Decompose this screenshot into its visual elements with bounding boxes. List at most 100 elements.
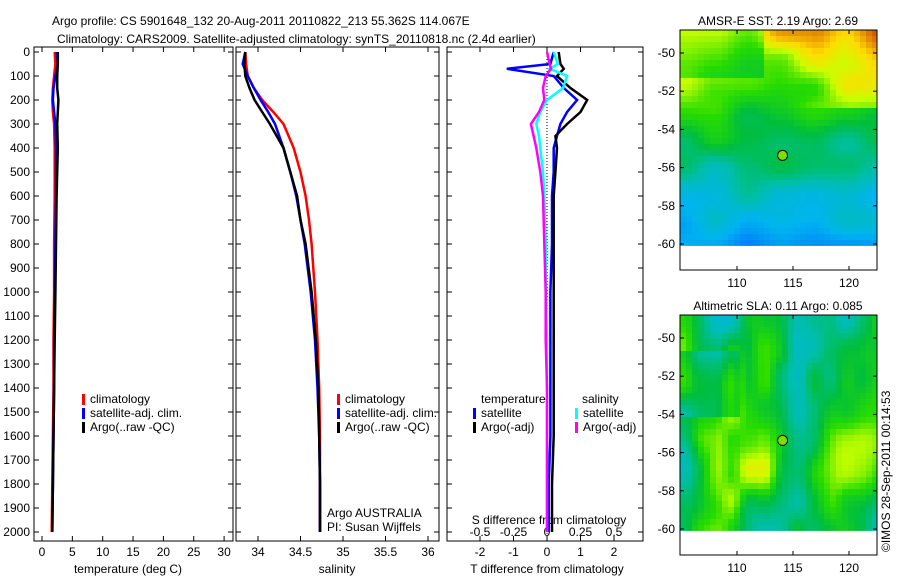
map-cell [848, 204, 854, 210]
map-cell [698, 204, 704, 210]
legend-swatch [575, 422, 578, 433]
map-cell [692, 327, 698, 333]
map-cell [866, 180, 872, 186]
map-cell [746, 192, 752, 198]
map-cell [794, 204, 800, 210]
map-cell [752, 150, 758, 156]
map-cell [776, 126, 782, 132]
map-cell [866, 351, 872, 357]
map-cell [860, 54, 866, 60]
map-cell [794, 90, 800, 96]
x-tick-label: 25 [187, 545, 201, 559]
map-cell [842, 108, 848, 114]
map-cell [854, 90, 860, 96]
map-cell [812, 519, 818, 525]
map-cell [818, 399, 824, 405]
map-cell [698, 132, 704, 138]
map-cell [830, 30, 836, 36]
map-cell [866, 42, 872, 48]
map-cell [722, 108, 728, 114]
map-cell [746, 162, 752, 168]
map-cell [806, 204, 812, 210]
map-cell [848, 519, 854, 525]
map-cell [722, 327, 728, 333]
map-cell [788, 429, 794, 435]
map-cell [746, 417, 752, 423]
map-cell [746, 471, 752, 477]
map-cell [680, 435, 686, 441]
map-cell [752, 381, 758, 387]
map-cell [734, 351, 740, 357]
map-cell [800, 351, 806, 357]
map-cell [704, 120, 710, 126]
map-cell [788, 186, 794, 192]
map-cell [854, 357, 860, 363]
map-lon-label: 110 [727, 276, 746, 290]
map-cell [800, 174, 806, 180]
map-cell [836, 453, 842, 459]
map-cell [710, 411, 716, 417]
map-cell [758, 345, 764, 351]
map-cell [746, 447, 752, 453]
map-cell [794, 501, 800, 507]
map-cell [728, 138, 734, 144]
map-cell [722, 321, 728, 327]
map-cell [800, 477, 806, 483]
map-cell [752, 138, 758, 144]
map-cell [818, 447, 824, 453]
map-cell [704, 519, 710, 525]
map-cell [818, 198, 824, 204]
map-cell [860, 393, 866, 399]
map-cell [752, 471, 758, 477]
map-cell [830, 525, 836, 531]
map-cell [824, 489, 830, 495]
map-cell [818, 168, 824, 174]
map-cell [710, 513, 716, 519]
map-cell [686, 339, 692, 345]
map-cell [854, 513, 860, 519]
map-cell [692, 126, 698, 132]
map-cell [824, 156, 830, 162]
map-cell [752, 120, 758, 126]
map-cell [824, 375, 830, 381]
map-cell [716, 483, 722, 489]
map-cell [698, 465, 704, 471]
map-cell [854, 345, 860, 351]
map-cell [710, 114, 716, 120]
map-cell [794, 465, 800, 471]
map-cell [860, 216, 866, 222]
map-cell [680, 186, 686, 192]
map-cell [734, 138, 740, 144]
map-cell [746, 240, 752, 246]
map-cell [752, 240, 758, 246]
map-cell [818, 375, 824, 381]
map-cell [710, 60, 716, 66]
map-cell [830, 198, 836, 204]
map-cell [824, 315, 830, 321]
map-cell [782, 381, 788, 387]
map-cell [776, 339, 782, 345]
map-cell [788, 501, 794, 507]
map-cell [782, 78, 788, 84]
map-cell [806, 240, 812, 246]
map-cell [710, 507, 716, 513]
map-cell [680, 156, 686, 162]
map-cell [758, 90, 764, 96]
map-cell [746, 174, 752, 180]
map-cell [710, 120, 716, 126]
map-cell [722, 423, 728, 429]
map-cell [740, 84, 746, 90]
map-cell [818, 507, 824, 513]
map-cell [860, 387, 866, 393]
map-cell [710, 180, 716, 186]
map-cell [872, 333, 877, 339]
map-cell [686, 315, 692, 321]
map-cell [800, 48, 806, 54]
map-cell [734, 36, 740, 42]
map-cell [806, 114, 812, 120]
map-cell [758, 42, 764, 48]
map-lon-label: 110 [727, 561, 746, 575]
map-cell [854, 114, 860, 120]
map-cell [680, 120, 686, 126]
